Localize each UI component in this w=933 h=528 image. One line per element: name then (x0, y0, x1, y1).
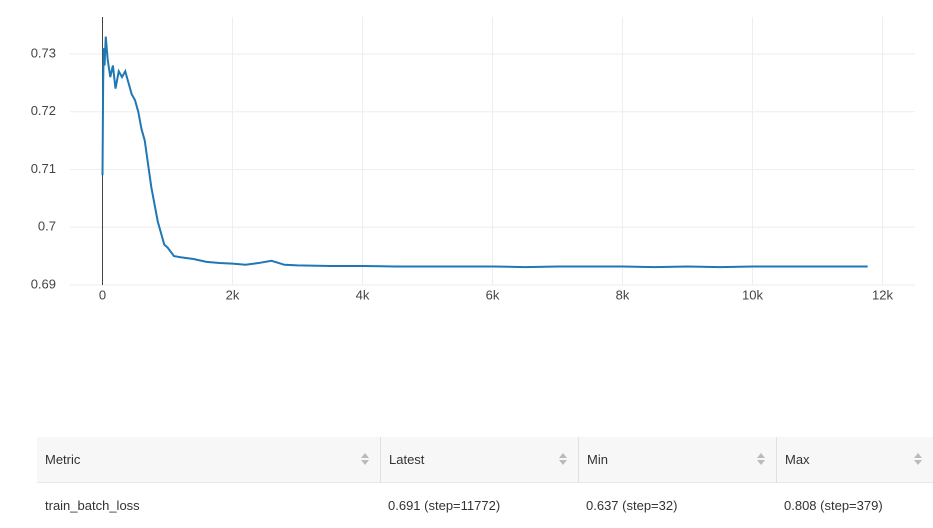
table-row: train_batch_loss 0.691 (step=11772) 0.637 … (37, 483, 933, 528)
table-cell: 0.637 (step=32) (586, 498, 678, 513)
table-cell[interactable]: train_batch_loss (45, 498, 140, 513)
x-tick-label: 12k (872, 287, 893, 302)
y-tick-label: 0.69 (31, 276, 56, 291)
table-cell: 0.808 (step=379) (784, 498, 883, 513)
data-line (101, 36, 868, 269)
sort-icon[interactable] (913, 452, 923, 466)
table-body: train_batch_loss 0.691 (step=11772) 0.637 … (37, 483, 933, 528)
metrics-table: Metric Latest Min Max train_batch_loss 0.691… (37, 437, 933, 528)
header-text: Latest (389, 452, 425, 467)
header-text: Min (587, 452, 608, 467)
x-tick-label: 4k (356, 287, 370, 302)
table-cell: 0.691 (step=11772) (388, 498, 501, 513)
header-cell[interactable]: Min (578, 437, 776, 482)
header-cell[interactable]: Max (776, 437, 933, 482)
header-cell[interactable]: Metric (37, 437, 380, 482)
y-tick-label: 0.72 (31, 103, 56, 118)
sort-icon[interactable] (756, 452, 766, 466)
x-tick-label: 2k (226, 287, 240, 302)
x-tick-label: 6k (486, 287, 500, 302)
header-text: Max (785, 452, 810, 467)
x-tick-label: 10k (742, 287, 763, 302)
header-cell[interactable]: Latest (380, 437, 578, 482)
chart: 0.69 0.7 0.71 0.72 0.73 0 2k 4k 6k 8k 10k 12k (31, 17, 915, 302)
y-tick-label: 0.71 (31, 161, 56, 176)
header-text: Metric (45, 452, 81, 467)
y-tick-label: 0.73 (31, 45, 56, 60)
sort-icon[interactable] (360, 452, 370, 466)
sort-icon[interactable] (558, 452, 568, 466)
table-header: Metric Latest Min Max (37, 437, 933, 483)
x-tick-label: 8k (616, 287, 630, 302)
x-tick-label: 0 (99, 287, 106, 302)
y-tick-label: 0.7 (38, 219, 56, 234)
